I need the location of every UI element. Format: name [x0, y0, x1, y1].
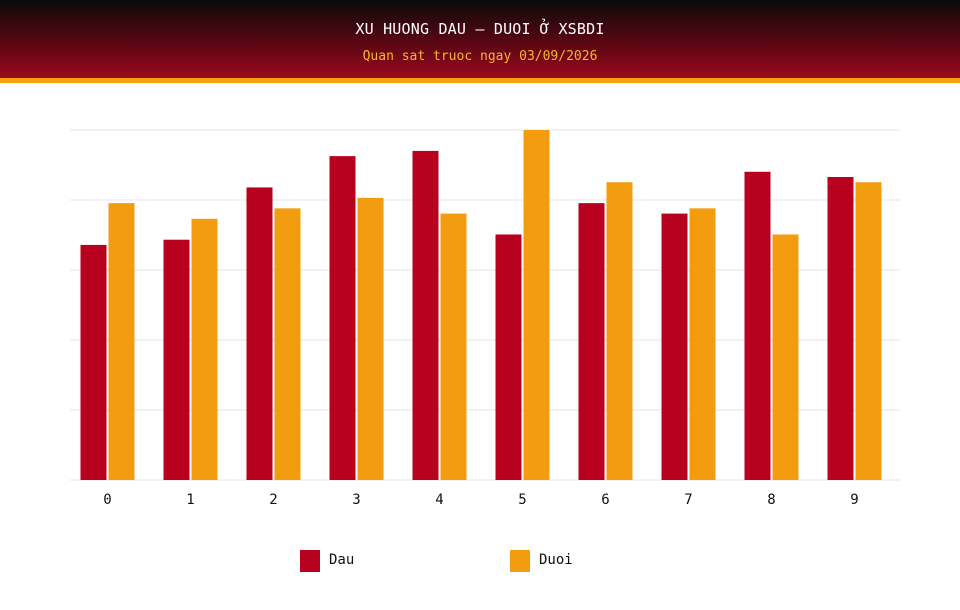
bar-dau-5[interactable] — [495, 234, 522, 480]
chart-header: XU HUONG DAU – DUOI Ở XSBDI Quan sat tru… — [0, 0, 960, 83]
bar-dau-9[interactable] — [827, 177, 854, 480]
bar-dau-8[interactable] — [744, 171, 771, 480]
bar-duoi-9[interactable] — [855, 182, 882, 480]
bar-duoi-1[interactable] — [191, 218, 218, 480]
x-tick-label: 2 — [269, 492, 277, 508]
bar-duoi-8[interactable] — [772, 234, 799, 480]
x-tick-label: 5 — [518, 492, 526, 508]
legend-swatch-dau — [300, 550, 320, 572]
bar-dau-1[interactable] — [163, 239, 190, 480]
bar-duoi-5[interactable] — [523, 130, 550, 480]
x-tick-label: 0 — [103, 492, 111, 508]
bar-dau-4[interactable] — [412, 150, 439, 481]
x-tick-label: 1 — [186, 492, 194, 508]
bar-duoi-7[interactable] — [689, 208, 716, 480]
bar-dau-6[interactable] — [578, 203, 605, 480]
bar-dau-3[interactable] — [329, 156, 356, 481]
bar-duoi-0[interactable] — [108, 203, 135, 480]
chart-subtitle: Quan sat truoc ngay 03/09/2026 — [362, 49, 598, 64]
chart-title: XU HUONG DAU – DUOI Ở XSBDI — [355, 20, 605, 38]
x-tick-label: 6 — [601, 492, 609, 508]
legend-label-duoi: Duoi — [539, 552, 573, 568]
x-tick-label: 9 — [850, 492, 858, 508]
bar-duoi-3[interactable] — [357, 197, 384, 480]
bar-duoi-2[interactable] — [274, 208, 301, 480]
bar-dau-0[interactable] — [80, 244, 107, 480]
legend-swatch-duoi — [510, 550, 530, 572]
x-tick-label: 3 — [352, 492, 360, 508]
bar-dau-7[interactable] — [661, 213, 688, 480]
legend-label-dau: Dau — [329, 552, 355, 568]
x-tick-label: 4 — [435, 492, 443, 508]
x-tick-label: 7 — [684, 492, 692, 508]
bar-duoi-4[interactable] — [440, 213, 467, 480]
x-tick-label: 8 — [767, 492, 775, 508]
bar-dau-2[interactable] — [246, 187, 273, 480]
bar-duoi-6[interactable] — [606, 182, 633, 480]
